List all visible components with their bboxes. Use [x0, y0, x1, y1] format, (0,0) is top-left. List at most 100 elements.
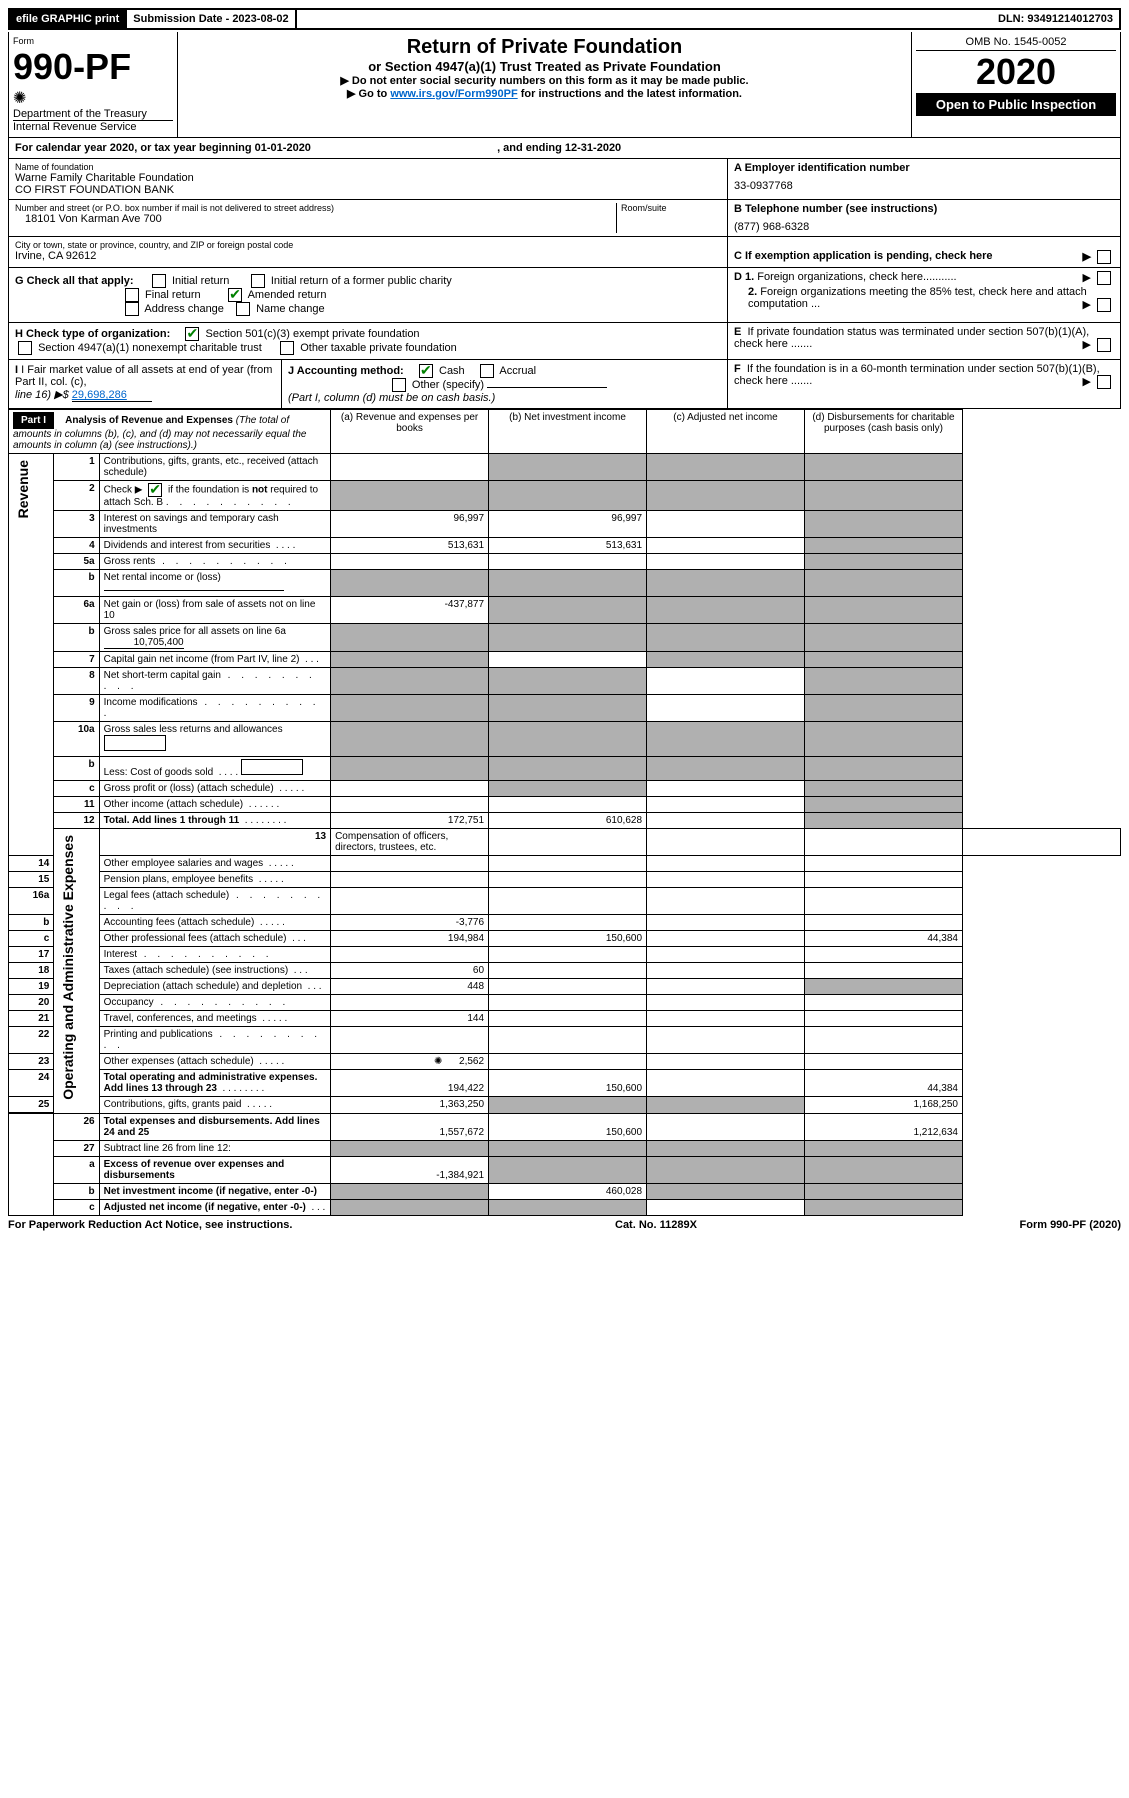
line-10a: Gross sales less returns and allowances [99, 722, 330, 757]
h-4947-label: Section 4947(a)(1) nonexempt charitable … [38, 342, 262, 354]
paperwork-notice: For Paperwork Reduction Act Notice, see … [8, 1219, 292, 1231]
line-19: Depreciation (attach schedule) and deple… [99, 979, 330, 995]
page-title: Return of Private Foundation [182, 36, 907, 59]
attachment-icon[interactable]: ✺ [434, 1056, 442, 1067]
entity-city-row: City or town, state or province, country… [8, 237, 1121, 268]
omb-number: OMB No. 1545-0052 [916, 36, 1116, 51]
open-public-badge: Open to Public Inspection [916, 93, 1116, 116]
check-g-row: G Check all that apply: Initial return I… [8, 268, 1121, 323]
col-b-header: (b) Net investment income [489, 410, 647, 454]
j-other-checkbox[interactable] [392, 378, 406, 392]
top-bar: efile GRAPHIC print Submission Date - 20… [8, 8, 1121, 30]
h-4947-checkbox[interactable] [18, 341, 32, 355]
line-16b: Accounting fees (attach schedule) . . . … [99, 915, 330, 931]
f-checkbox[interactable] [1097, 375, 1111, 389]
initial-return-checkbox[interactable] [152, 274, 166, 288]
line-27b: Net investment income (if negative, ente… [99, 1183, 330, 1199]
line-18: Taxes (attach schedule) (see instruction… [99, 963, 330, 979]
addr-label: Number and street (or P.O. box number if… [15, 203, 616, 213]
submission-date: Submission Date - 2023-08-02 [127, 10, 296, 28]
j-accrual-label: Accrual [499, 365, 536, 377]
j-accrual-checkbox[interactable] [480, 364, 494, 378]
phone-label: B Telephone number (see instructions) [734, 203, 1114, 215]
c-exemption-label: C If exemption application is pending, c… [734, 240, 1114, 262]
line-13: Compensation of officers, directors, tru… [331, 829, 489, 856]
address-change-label: Address change [144, 303, 224, 315]
ein-value: 33-0937768 [734, 174, 1114, 192]
final-return-checkbox[interactable] [125, 288, 139, 302]
analysis-table: Part I Analysis of Revenue and Expenses … [8, 409, 1121, 1216]
name-change-checkbox[interactable] [236, 302, 250, 316]
line-17: Interest [99, 947, 330, 963]
initial-return-label: Initial return [172, 275, 229, 287]
city-label: City or town, state or province, country… [15, 240, 721, 250]
line-16a: Legal fees (attach schedule) [99, 888, 330, 915]
form-number: 990-PF [13, 46, 173, 88]
j-label: J Accounting method: [288, 365, 404, 377]
entity-address-row: Number and street (or P.O. box number if… [8, 200, 1121, 237]
address-change-checkbox[interactable] [125, 302, 139, 316]
f-label: F If the foundation is in a 60-month ter… [734, 363, 1114, 387]
initial-former-checkbox[interactable] [251, 274, 265, 288]
line-26: Total expenses and disbursements. Add li… [99, 1113, 330, 1140]
line-25: Contributions, gifts, grants paid . . . … [99, 1097, 330, 1114]
line-23: Other expenses (attach schedule) . . . .… [99, 1054, 330, 1070]
check-ij-row: I I Fair market value of all assets at e… [8, 360, 1121, 409]
line-1: Contributions, gifts, grants, etc., rece… [99, 454, 330, 481]
amended-return-checkbox[interactable] [228, 288, 242, 302]
d2-checkbox[interactable] [1097, 298, 1111, 312]
line-24: Total operating and administrative expen… [99, 1070, 330, 1097]
h-501c3-checkbox[interactable] [185, 327, 199, 341]
revenue-section-label: Revenue [13, 456, 33, 522]
name-change-label: Name change [256, 303, 325, 315]
line-27a: Excess of revenue over expenses and disb… [99, 1156, 330, 1183]
irs-link[interactable]: www.irs.gov/Form990PF [390, 88, 517, 100]
initial-former-label: Initial return of a former public charit… [271, 275, 452, 287]
d2-label: 2. Foreign organizations meeting the 85%… [734, 283, 1114, 310]
h-other-checkbox[interactable] [280, 341, 294, 355]
fmv-value[interactable]: 29,698,286 [72, 389, 152, 402]
form-label: Form [13, 36, 173, 46]
irs-icon: ✺ [13, 88, 173, 108]
e-checkbox[interactable] [1097, 338, 1111, 352]
line-7: Capital gain net income (from Part IV, l… [99, 652, 330, 668]
expenses-section-label: Operating and Administrative Expenses [58, 831, 78, 1104]
d1-checkbox[interactable] [1097, 271, 1111, 285]
g-label: G Check all that apply: [15, 275, 134, 287]
line-20: Occupancy [99, 995, 330, 1011]
entity-name-row: Name of foundation Warne Family Charitab… [8, 159, 1121, 200]
i-label: I Fair market value of all assets at end… [15, 364, 272, 388]
amended-return-label: Amended return [248, 289, 327, 301]
part-1-title: Analysis of Revenue and Expenses [65, 415, 233, 426]
line-8: Net short-term capital gain [99, 668, 330, 695]
dln: DLN: 93491214012703 [992, 10, 1119, 28]
j-cash-checkbox[interactable] [419, 364, 433, 378]
efile-print-button[interactable]: efile GRAPHIC print [10, 10, 127, 28]
foundation-name-2: CO FIRST FOUNDATION BANK [15, 184, 721, 196]
line-22: Printing and publications [99, 1027, 330, 1054]
j-note: (Part I, column (d) must be on cash basi… [288, 392, 495, 404]
h-label: H Check type of organization: [15, 328, 170, 340]
line-5b: Net rental income or (loss) [99, 570, 330, 597]
line-2: Check ▶ if the foundation is not require… [99, 481, 330, 511]
ein-label: A Employer identification number [734, 162, 1114, 174]
cat-number: Cat. No. 11289X [615, 1219, 697, 1231]
h-501c3-label: Section 501(c)(3) exempt private foundat… [206, 328, 420, 340]
tax-year: 2020 [916, 51, 1116, 93]
form-header: Form 990-PF ✺ Department of the Treasury… [8, 32, 1121, 138]
col-a-header: (a) Revenue and expenses per books [331, 410, 489, 454]
j-cash-label: Cash [439, 365, 465, 377]
c-checkbox[interactable] [1097, 250, 1111, 264]
instruction-1: ▶ Do not enter social security numbers o… [182, 74, 907, 87]
d1-label: D 1. D 1. Foreign organizations, check h… [734, 271, 1114, 283]
col-c-header: (c) Adjusted net income [647, 410, 805, 454]
phone-value: (877) 968-6328 [734, 215, 1114, 233]
irs-label: Internal Revenue Service [13, 120, 173, 133]
line-16c: Other professional fees (attach schedule… [99, 931, 330, 947]
name-label: Name of foundation [15, 162, 721, 172]
page-subtitle: or Section 4947(a)(1) Trust Treated as P… [182, 59, 907, 74]
foundation-name-1: Warne Family Charitable Foundation [15, 172, 721, 184]
room-label: Room/suite [621, 203, 721, 213]
j-other-label: Other (specify) [412, 379, 484, 391]
schb-checkbox[interactable] [148, 483, 162, 497]
